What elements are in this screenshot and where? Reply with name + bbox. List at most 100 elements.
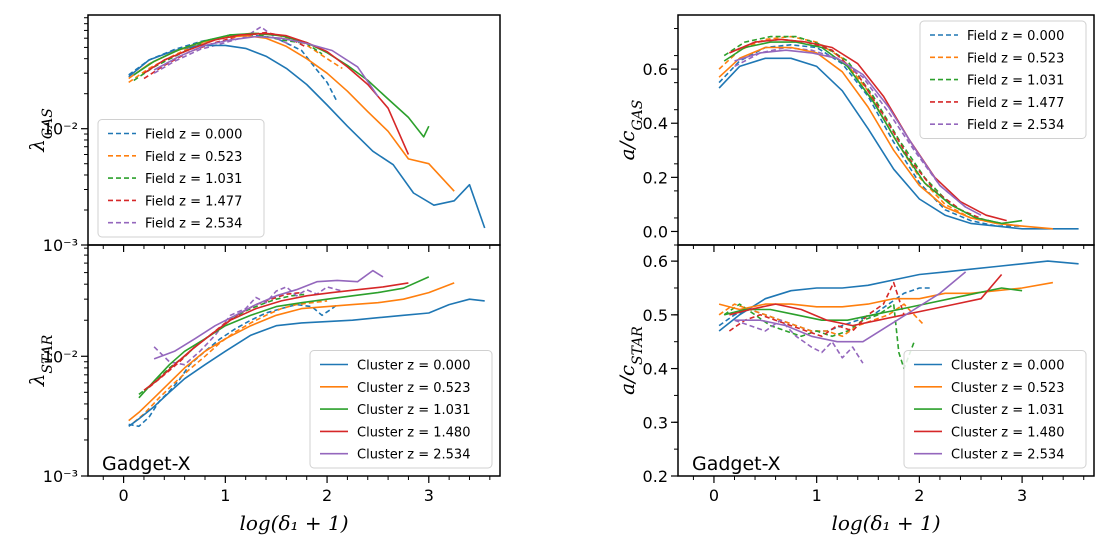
y-axis-label: a/cGAS: [615, 100, 646, 161]
legend-entry-label: Field z = 0.523: [145, 150, 242, 165]
axes-frame: [87, 244, 501, 477]
series-group: [718, 260, 1079, 370]
series-line-cluster-9: [153, 35, 379, 97]
series-line-cluster-9: [734, 271, 967, 343]
series-line-field-4: [734, 319, 864, 364]
legend-box: [903, 350, 1087, 469]
series-line-field-3: [728, 281, 905, 338]
x-axis-label: log(δ₁ + 1): [831, 511, 940, 535]
series-group: [718, 35, 1079, 230]
y-axis-label: a/cSTAR: [615, 326, 646, 395]
series-line-cluster-5: [718, 260, 1079, 332]
x-tick-label: 2: [322, 486, 332, 505]
panel-star-axis-ratio: 0 1 2 3 0.2 0.3 0.4 0.5 0.6 a/cSTAR Gadget-X Cluste…: [615, 244, 1095, 505]
x-tick-label: 0: [709, 486, 719, 505]
y-axis-label-main: λ: [25, 139, 49, 153]
series-line-cluster-6: [718, 281, 1054, 311]
y-axis-label-subscript: STAR: [40, 334, 56, 373]
x-tick-label: 3: [1017, 486, 1027, 505]
legend-entry-label: Field z = 1.477: [967, 96, 1064, 111]
y-axis-label: λSTAR: [25, 334, 56, 387]
series-group: [128, 26, 486, 229]
series-line-cluster-8: [143, 32, 410, 155]
legend-entry-label: Field z = 0.000: [967, 29, 1064, 44]
legend-entry-label: Cluster z = 0.523: [951, 381, 1064, 396]
series-line-cluster-9: [734, 49, 982, 216]
series-line-cluster-5: [128, 298, 485, 427]
panel-annotation: Gadget-X: [692, 453, 781, 475]
y-tick-label: 0.4: [643, 360, 668, 379]
x-tick-label: 1: [812, 486, 822, 505]
y-tick-label: 0.2: [643, 168, 668, 187]
y-tick-label: 0.6: [643, 252, 668, 271]
legend-entry-label: Field z = 0.000: [145, 128, 242, 143]
legend-entry-label: Cluster z = 0.000: [951, 359, 1064, 374]
series-line-cluster-5: [128, 44, 486, 229]
series-line-field-3: [729, 38, 987, 222]
axes-frame: [677, 244, 1095, 477]
y-axis-label-main: a/c: [615, 365, 639, 395]
series-line-field-3: [143, 31, 308, 80]
legend: Cluster z = 0.000 Cluster z = 0.523 Cluste…: [903, 350, 1087, 469]
series-line-cluster-6: [718, 46, 1053, 230]
legend-entry-label: Cluster z = 2.534: [951, 448, 1064, 463]
y-tick-label: 10⁻³: [43, 236, 78, 255]
legend-entry-label: Field z = 1.031: [967, 74, 1064, 89]
legend-entry-label: Field z = 1.031: [145, 172, 242, 187]
y-axis-label-subscript: GAS: [40, 108, 56, 139]
panel-annotation: Gadget-X: [102, 453, 191, 475]
series-line-field-1: [718, 303, 926, 338]
legend-entry-label: Field z = 1.477: [145, 194, 242, 209]
legend-entry-label: Cluster z = 1.031: [357, 403, 470, 418]
legend-entry-label: Cluster z = 0.523: [357, 381, 470, 396]
series-line-cluster-8: [729, 273, 1003, 327]
legend-box: [919, 20, 1087, 139]
series-line-cluster-7: [724, 287, 1023, 322]
legend-entry-label: Cluster z = 1.480: [951, 425, 1064, 440]
x-tick-label: 2: [914, 486, 924, 505]
legend-entry-label: Cluster z = 2.534: [357, 448, 470, 463]
legend-entry-label: Cluster z = 1.031: [951, 403, 1064, 418]
legend-box: [309, 350, 493, 469]
y-tick-label: 0.3: [643, 413, 668, 432]
legend: Field z = 0.000 Field z = 0.523 Field z = …: [97, 119, 265, 238]
series-group: [128, 269, 485, 428]
x-tick-label: 3: [424, 486, 434, 505]
legend: Cluster z = 0.000 Cluster z = 0.523 Cluste…: [309, 350, 493, 469]
y-tick-label: 0.5: [643, 306, 668, 325]
y-axis-label-subscript: STAR: [630, 326, 646, 365]
y-tick-label: 0.4: [643, 114, 668, 133]
x-tick-label: 1: [220, 486, 230, 505]
legend-entry-label: Cluster z = 0.000: [357, 359, 470, 374]
legend: Field z = 0.000 Field z = 0.523 Field z = …: [919, 20, 1087, 139]
y-axis-label-subscript: GAS: [630, 100, 646, 131]
series-line-field-2: [723, 303, 915, 370]
legend-entry-label: Field z = 0.523: [967, 51, 1064, 66]
y-axis-label: λGAS: [25, 108, 56, 153]
y-axis-label-main: λ: [25, 374, 49, 388]
y-tick-label: 0.2: [643, 467, 668, 486]
legend-entry-label: Field z = 2.534: [145, 217, 242, 232]
y-tick-label: 10⁻²: [43, 347, 78, 366]
series-line-cluster-8: [143, 282, 409, 391]
x-axis-label: log(δ₁ + 1): [239, 511, 348, 535]
series-line-cluster-7: [723, 41, 1023, 225]
y-tick-label: 10⁻²: [43, 120, 78, 139]
y-tick-label: 10⁻³: [43, 467, 78, 486]
y-tick-label: 0.6: [643, 60, 668, 79]
series-line-field-3: [148, 291, 302, 389]
y-tick-label: 0.0: [643, 222, 668, 241]
series-line-cluster-5: [718, 57, 1079, 230]
series-line-cluster-8: [729, 38, 1007, 222]
x-tick-label: 0: [119, 486, 129, 505]
legend-entry-label: Field z = 2.534: [967, 118, 1064, 133]
legend-box: [97, 119, 265, 238]
series-line-cluster-7: [138, 276, 430, 399]
series-line-cluster-6: [128, 282, 455, 422]
series-line-field-1: [133, 300, 328, 424]
legend-entry-label: Cluster z = 1.480: [357, 425, 470, 440]
